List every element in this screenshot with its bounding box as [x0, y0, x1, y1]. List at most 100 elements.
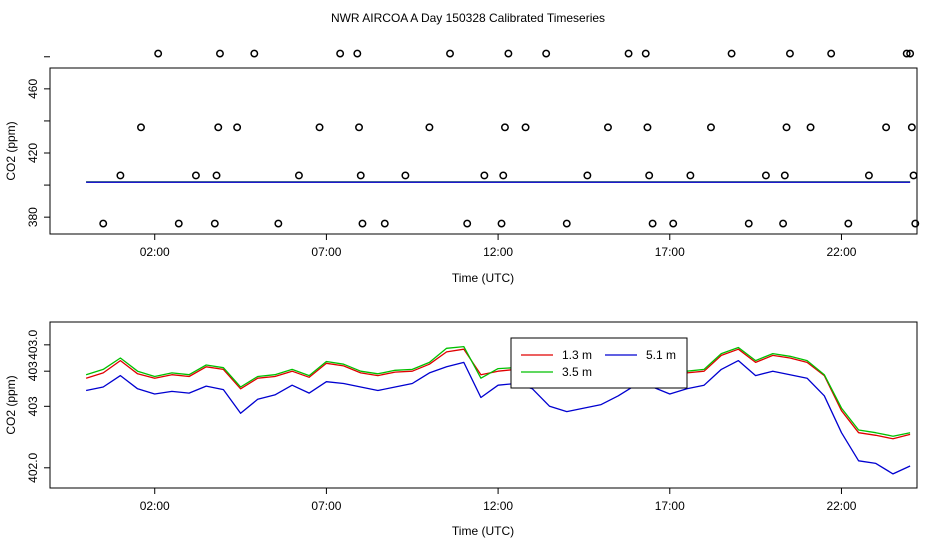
x-tick-label: 07:00: [311, 499, 341, 513]
outlier-point: [463, 219, 472, 228]
outlier-point: [499, 171, 508, 180]
outlier-point: [174, 219, 183, 228]
x-tick-label: 12:00: [483, 499, 513, 513]
outlier-point: [583, 171, 592, 180]
outlier-point: [882, 123, 891, 132]
x-tick-label: 07:00: [311, 245, 341, 259]
y-tick-label: 460: [26, 79, 40, 99]
bottom-plot-frame: [49, 321, 918, 489]
outlier-point: [806, 123, 815, 132]
series-line-3-5-m: [85, 345, 911, 437]
outlier-point: [116, 171, 125, 180]
y-tick-label: 403: [26, 396, 40, 416]
outlier-point: [907, 123, 916, 132]
x-tick-label: 22:00: [826, 499, 856, 513]
outlier-point: [214, 123, 223, 132]
outlier-point: [154, 49, 163, 58]
outlier-point: [786, 49, 794, 58]
outlier-point: [425, 123, 434, 132]
outlier-point: [761, 171, 770, 180]
figure-title: NWR AIRCOA A Day 150328 Calibrated Times…: [331, 11, 605, 25]
outlier-point: [358, 219, 367, 228]
top-x-axis-label: Time (UTC): [452, 271, 514, 285]
outlier-point: [294, 171, 303, 180]
outlier-point: [274, 219, 283, 228]
bottom-x-axis: 02:00 07:00 12:00 17:00 22:00: [140, 488, 857, 513]
outlier-point: [645, 171, 654, 180]
top-x-axis: 02:00 07:00 12:00 17:00 22:00: [140, 234, 857, 259]
y-tick-label: 402.0: [26, 452, 40, 482]
outlier-point: [686, 171, 695, 180]
series-line-1-3-m: [85, 348, 911, 440]
series-line-5-1-m: [85, 359, 911, 475]
x-tick-label: 02:00: [140, 499, 170, 513]
outlier-point: [744, 219, 753, 228]
bottom-panel: 402.0 403 403 403.0 02:00 07:00 12:00 17:00 22:…: [4, 321, 918, 538]
top-y-axis-label: CO2 (ppm): [4, 121, 18, 180]
top-plot-frame: [49, 67, 918, 235]
outlier-point: [542, 49, 551, 58]
outlier-point: [780, 171, 789, 180]
top-panel: 380 420 460 02:00 07:00 12:00 17:00 22:00 Time…: [4, 49, 920, 285]
x-tick-label: 22:00: [826, 245, 856, 259]
x-tick-label: 12:00: [483, 245, 513, 259]
outlier-point: [480, 171, 489, 180]
bottom-y-axis: 402.0 403 403 403.0: [26, 329, 50, 483]
bottom-series-group: [85, 345, 911, 475]
outlier-point: [501, 123, 509, 132]
outlier-point: [909, 171, 918, 180]
bottom-y-axis-label: CO2 (ppm): [4, 375, 18, 434]
outlier-point: [212, 171, 221, 180]
outlier-point: [216, 49, 224, 58]
outlier-point: [827, 49, 836, 58]
y-tick-label: 403: [26, 361, 40, 381]
outlier-point: [727, 49, 736, 58]
outlier-point: [641, 49, 650, 58]
outlier-point: [99, 219, 108, 228]
outlier-point: [707, 123, 715, 132]
outlier-point: [446, 49, 454, 58]
legend-label-1-3m: 1.3 m: [562, 348, 592, 362]
outlier-point: [353, 49, 362, 58]
y-tick-label: 420: [26, 143, 40, 163]
outlier-point: [669, 219, 678, 228]
x-tick-label: 17:00: [655, 245, 685, 259]
y-tick-label: 380: [26, 207, 40, 227]
outlier-point: [336, 49, 345, 58]
outlier-point: [521, 123, 530, 132]
outlier-point: [401, 171, 410, 180]
outlier-point: [356, 171, 365, 180]
x-tick-label: 17:00: [655, 499, 685, 513]
outlier-point: [779, 219, 788, 228]
outlier-point: [562, 219, 571, 228]
outlier-point: [504, 49, 513, 58]
outlier-point: [911, 219, 920, 228]
outlier-point: [782, 123, 791, 132]
outlier-point: [906, 49, 915, 58]
legend-label-3-5m: 3.5 m: [562, 365, 592, 379]
outlier-point: [233, 123, 242, 132]
bottom-x-axis-label: Time (UTC): [452, 524, 514, 538]
outlier-point: [648, 219, 657, 228]
y-tick-label: 403.0: [26, 329, 40, 359]
top-y-axis: 380 420 460: [26, 56, 50, 227]
legend-label-5-1m: 5.1 m: [646, 348, 676, 362]
outlier-point: [137, 123, 145, 132]
legend-box: [510, 337, 688, 389]
legend: 1.3 m 5.1 m 3.5 m: [510, 337, 688, 389]
outlier-point: [191, 171, 200, 180]
outlier-point: [380, 219, 389, 228]
top-outlier-points: [99, 49, 920, 228]
outlier-point: [864, 171, 873, 180]
outlier-point: [643, 123, 652, 132]
outlier-point: [315, 123, 324, 132]
x-tick-label: 02:00: [140, 245, 170, 259]
outlier-point: [844, 219, 853, 228]
outlier-point: [250, 49, 259, 58]
outlier-point: [210, 219, 219, 228]
outlier-point: [355, 123, 363, 132]
outlier-point: [497, 219, 506, 228]
outlier-point: [902, 49, 911, 58]
outlier-point: [604, 123, 612, 132]
